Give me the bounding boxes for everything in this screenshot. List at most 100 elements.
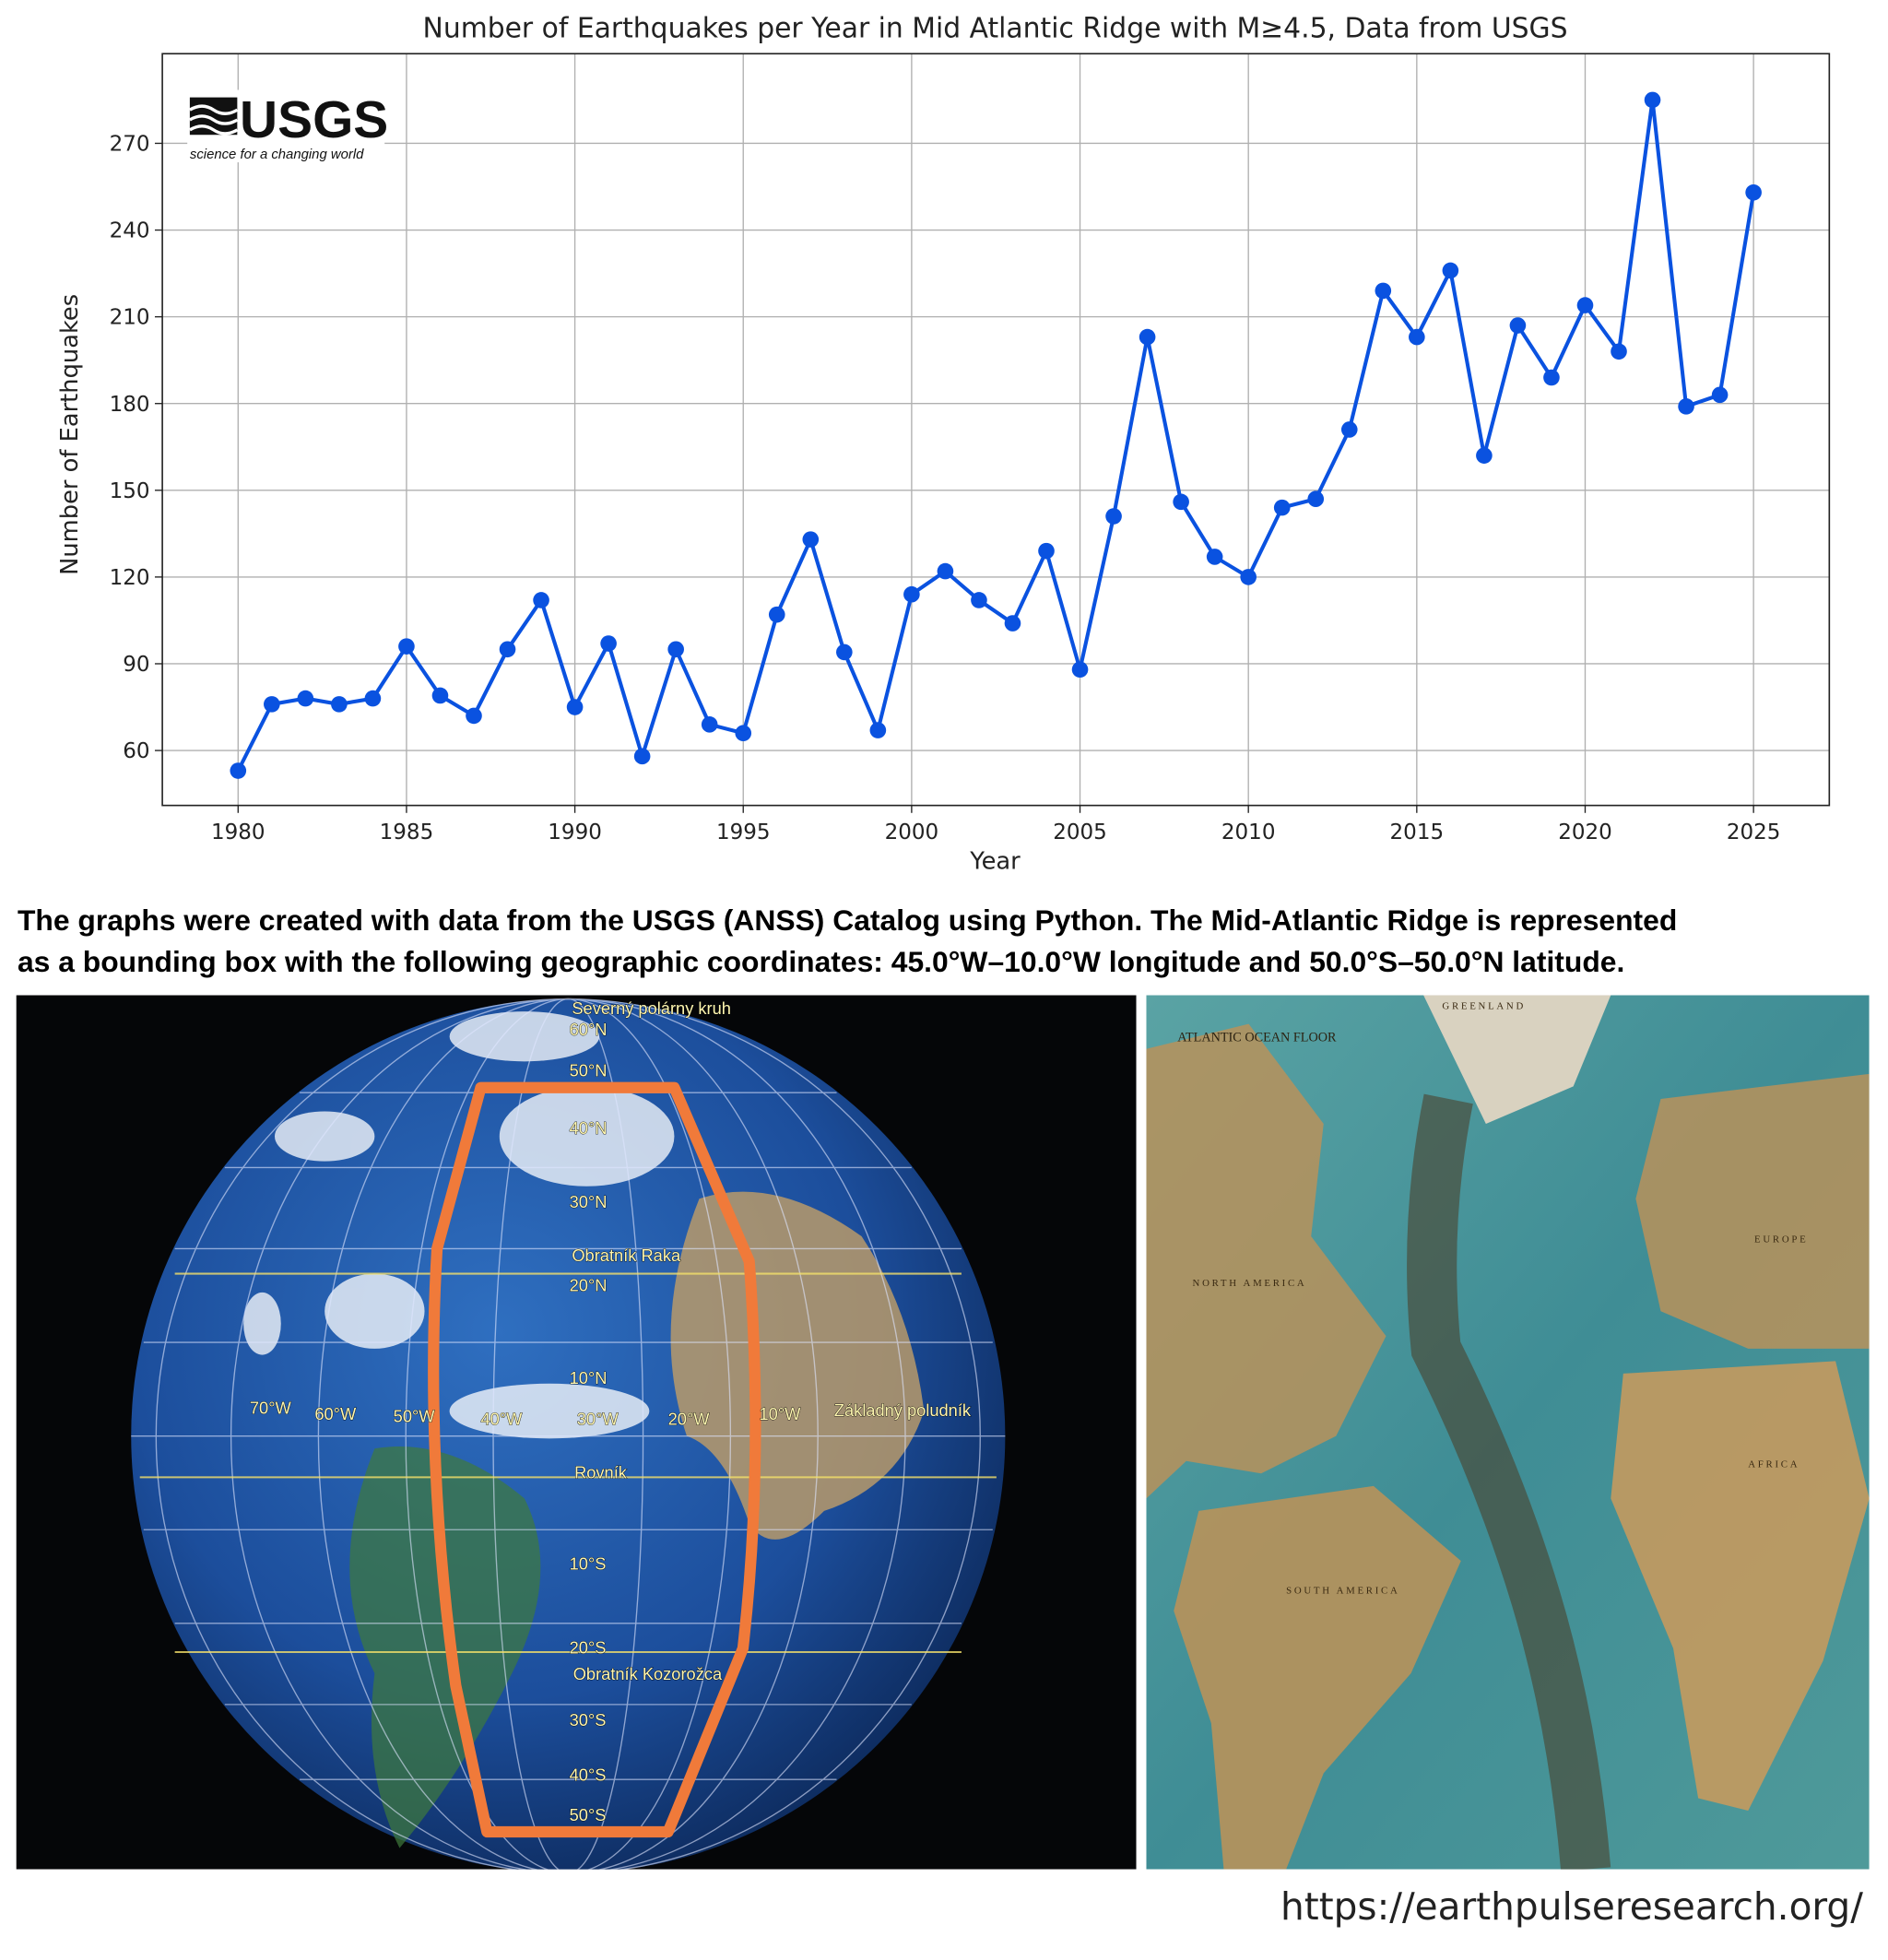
logo-tagline: science for a changing world bbox=[190, 148, 364, 162]
globe-label: Obratník Raka bbox=[572, 1246, 681, 1265]
point bbox=[1340, 421, 1358, 438]
y-tick-label: 150 bbox=[110, 479, 150, 503]
globe-label: 30°N bbox=[570, 1192, 608, 1211]
bounding-box bbox=[428, 1081, 761, 1838]
map-title: ATLANTIC OCEAN FLOOR bbox=[1177, 1031, 1337, 1045]
x-tick-label: 1980 bbox=[211, 821, 266, 844]
caption-line: The graphs were created with data from t… bbox=[18, 903, 1677, 937]
globe-label: Základný poludník bbox=[834, 1400, 972, 1420]
land bbox=[1146, 1023, 1386, 1499]
point bbox=[1173, 493, 1189, 511]
usgs-logo: USGS science for a changing world bbox=[187, 89, 388, 163]
x-tick-label: 2020 bbox=[1558, 821, 1612, 844]
point bbox=[499, 641, 516, 658]
point bbox=[802, 531, 820, 548]
globe-label: Obratník Kozorožca bbox=[573, 1664, 723, 1683]
point bbox=[667, 641, 684, 658]
chart: Number of Earthquakes per Year in Mid At… bbox=[56, 13, 1831, 876]
point bbox=[903, 585, 920, 603]
caption-line: as a bounding box with the following geo… bbox=[18, 945, 1624, 978]
point bbox=[533, 592, 549, 608]
point bbox=[1071, 661, 1089, 679]
globe-image: Severný polárny kruh 60°N 50°N 40°N 30°N… bbox=[16, 995, 1137, 1870]
point bbox=[836, 643, 853, 661]
x-tick-label: 2025 bbox=[1727, 821, 1781, 844]
y-tick-label: 60 bbox=[123, 739, 149, 763]
point bbox=[1611, 343, 1627, 360]
x-tick-label: 2005 bbox=[1053, 821, 1107, 844]
globe-label: 10°N bbox=[570, 1368, 608, 1387]
point bbox=[937, 562, 954, 580]
globe-label: 60°N bbox=[570, 1020, 608, 1039]
tropics bbox=[139, 1272, 997, 1653]
point bbox=[466, 707, 482, 725]
point bbox=[701, 716, 718, 733]
point bbox=[1105, 508, 1122, 525]
globe-label: 50°S bbox=[570, 1805, 607, 1824]
point bbox=[633, 748, 651, 765]
point bbox=[331, 696, 348, 713]
point bbox=[364, 690, 382, 707]
globe-label: 20°N bbox=[570, 1276, 608, 1295]
y-tick-label: 240 bbox=[110, 219, 150, 243]
globe-label: 10°W bbox=[760, 1404, 802, 1423]
y-tick-label: 120 bbox=[110, 566, 150, 590]
y-tick-label: 210 bbox=[110, 306, 150, 330]
globe-label: Severný polárny kruh bbox=[572, 998, 731, 1018]
land bbox=[1635, 1073, 1870, 1349]
point bbox=[1307, 490, 1325, 508]
x-tick-label: 2000 bbox=[885, 821, 939, 844]
globe-label: 40°N bbox=[570, 1118, 608, 1138]
point bbox=[1409, 328, 1425, 346]
land bbox=[1174, 1485, 1461, 1870]
point bbox=[735, 725, 752, 742]
point bbox=[1476, 447, 1493, 464]
x-tick-label: 2015 bbox=[1390, 821, 1445, 844]
globe-label: 20°W bbox=[668, 1409, 711, 1428]
globe-label: 40°S bbox=[570, 1765, 607, 1784]
globe-label: 30°W bbox=[577, 1409, 620, 1428]
globe-label: 30°S bbox=[570, 1710, 607, 1730]
globe-label: 50°N bbox=[570, 1061, 608, 1080]
chart-title: Number of Earthquakes per Year in Mid At… bbox=[423, 13, 1568, 45]
point bbox=[971, 592, 987, 608]
point bbox=[1442, 262, 1459, 279]
point bbox=[1543, 369, 1560, 386]
line bbox=[236, 100, 1756, 772]
globe-label: 70°W bbox=[250, 1398, 292, 1417]
point bbox=[1273, 499, 1291, 516]
point bbox=[768, 606, 785, 623]
point bbox=[1240, 569, 1257, 585]
point bbox=[1004, 615, 1021, 632]
x-tick-label: 2010 bbox=[1221, 821, 1276, 844]
point bbox=[431, 687, 449, 704]
point bbox=[1375, 282, 1392, 300]
point bbox=[869, 722, 887, 738]
map-label: SOUTH AMERICA bbox=[1286, 1585, 1399, 1596]
point bbox=[600, 635, 617, 652]
africa bbox=[670, 1191, 925, 1540]
point bbox=[1711, 386, 1729, 404]
point bbox=[1678, 398, 1694, 415]
y-axis-label: Number of Earthquakes bbox=[56, 294, 84, 575]
y-tick-label: 180 bbox=[110, 393, 150, 417]
point bbox=[1509, 317, 1527, 334]
y-tick-label: 90 bbox=[123, 653, 149, 677]
map-label: GREENLAND bbox=[1442, 1000, 1526, 1011]
globe-label: 40°W bbox=[480, 1409, 523, 1428]
ridge bbox=[1407, 1093, 1611, 1870]
globe-label: 50°W bbox=[394, 1407, 436, 1426]
map-label: AFRICA bbox=[1748, 1459, 1800, 1470]
x-tick-label: 1990 bbox=[548, 821, 602, 844]
plot-frame bbox=[161, 53, 1831, 807]
point bbox=[230, 762, 247, 779]
logo-waves bbox=[189, 104, 239, 136]
map-label: NORTH AMERICA bbox=[1193, 1278, 1307, 1289]
x-tick-label: 1985 bbox=[380, 821, 434, 844]
point bbox=[1206, 549, 1223, 565]
point bbox=[566, 699, 584, 715]
point bbox=[398, 638, 415, 655]
globe-label: Rovník bbox=[574, 1463, 628, 1482]
point bbox=[1745, 183, 1762, 201]
